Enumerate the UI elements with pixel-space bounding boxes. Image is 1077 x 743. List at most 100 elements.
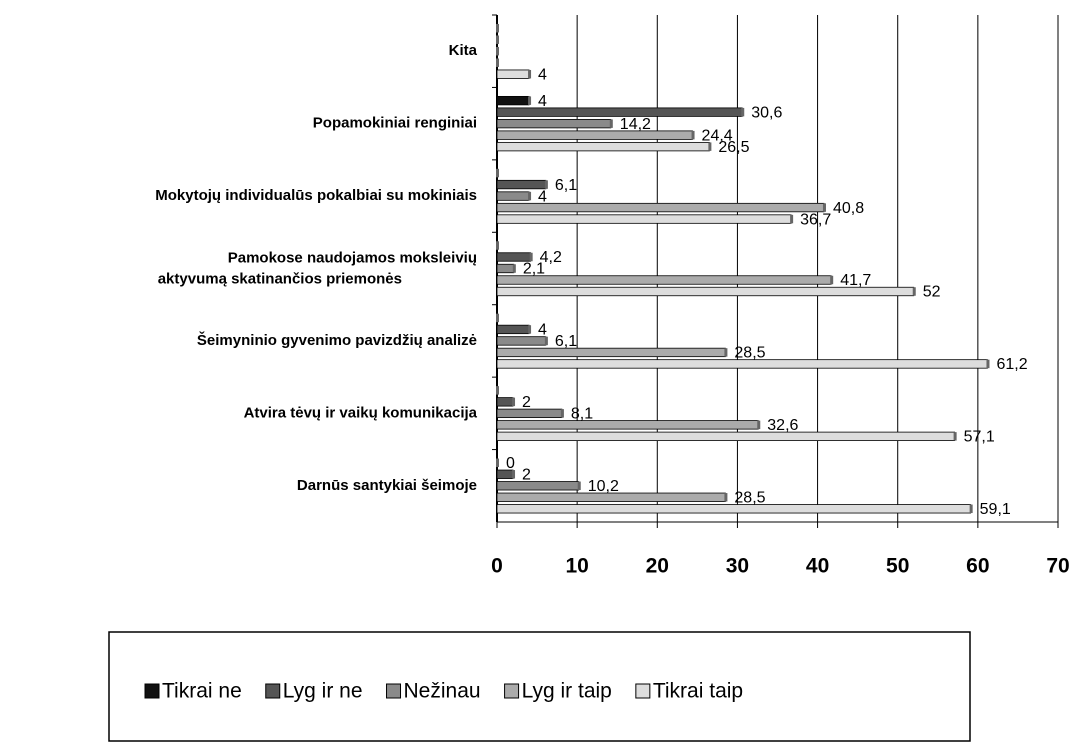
- bar-edge: [496, 313, 499, 323]
- y-tick-label: Šeimyninio gyvenimo pavizdžių analizė: [197, 331, 477, 349]
- value-label: 24,4: [702, 127, 733, 144]
- bar: [496, 130, 693, 140]
- bar-edge: [512, 264, 516, 273]
- value-label: 0: [506, 455, 515, 472]
- bar: [496, 431, 956, 442]
- bar: [496, 336, 547, 346]
- bar: [496, 69, 530, 79]
- x-tick-label: 30: [726, 555, 749, 578]
- bar-edge: [528, 69, 532, 79]
- legend-swatch: [504, 683, 520, 699]
- bar-edge: [496, 35, 499, 44]
- bar-edge: [953, 432, 957, 441]
- bar: [496, 504, 972, 514]
- bar-edge: [496, 458, 499, 468]
- bar-edge: [609, 119, 613, 128]
- bar-edge: [912, 287, 916, 296]
- bar: [496, 347, 726, 358]
- value-label: 14,2: [620, 116, 651, 133]
- bar-edge: [496, 46, 499, 56]
- bar-edge: [528, 191, 532, 201]
- value-label: 40,8: [833, 200, 864, 217]
- bar-edge: [577, 481, 581, 491]
- value-label: 28,5: [734, 345, 765, 362]
- value-label: 30,6: [751, 104, 782, 121]
- value-label: 2,1: [523, 261, 545, 278]
- legend-label: Lyg ir ne: [283, 680, 363, 703]
- value-label: 4: [538, 93, 547, 110]
- legend-swatch: [386, 683, 402, 699]
- value-label: 10,2: [588, 478, 619, 495]
- value-label: 57,1: [964, 429, 995, 446]
- bar-edge: [560, 409, 564, 418]
- legend-label: Tikrai taip: [653, 680, 743, 703]
- bar: [496, 492, 726, 502]
- x-tick-label: 10: [565, 555, 588, 578]
- bar-edge: [496, 58, 499, 67]
- y-tick-label: Kita: [449, 42, 478, 59]
- bar: [496, 263, 515, 274]
- x-tick-label: 40: [806, 555, 829, 578]
- bar: [496, 95, 530, 106]
- bar-edge: [496, 23, 499, 33]
- bar: [496, 191, 530, 201]
- bar: [496, 408, 563, 419]
- bar-edge: [986, 359, 990, 369]
- bar-edge: [496, 241, 499, 250]
- value-label: 28,5: [734, 490, 765, 507]
- value-label: 4: [538, 322, 547, 339]
- value-label: 8,1: [571, 406, 593, 423]
- legend-label: Tikrai ne: [162, 680, 242, 703]
- value-label: 41,7: [840, 272, 871, 289]
- bar-edge: [757, 420, 761, 430]
- value-label: 4: [538, 66, 547, 83]
- value-label: 26,5: [718, 139, 749, 156]
- bar: [496, 141, 710, 152]
- bar-edge: [822, 203, 826, 212]
- bar: [496, 202, 825, 213]
- legend-label: Nežinau: [404, 680, 481, 703]
- bar: [496, 324, 530, 335]
- value-label: 32,6: [767, 417, 798, 434]
- bar: [496, 397, 514, 407]
- y-tick-label: Mokytojų individualūs pokalbiai su mokin…: [155, 187, 477, 204]
- x-tick-label: 0: [491, 555, 503, 578]
- legend-swatch: [265, 683, 281, 699]
- y-tick-label: Pamokose naudojamos moksleivių aktyvumą s…: [158, 249, 477, 287]
- value-label: 59,1: [980, 501, 1011, 518]
- value-label: 36,7: [800, 211, 831, 228]
- x-tick-label: 60: [966, 555, 989, 578]
- y-tick-label: Popamokiniai renginiai: [313, 115, 477, 132]
- bar-edge: [512, 397, 516, 407]
- y-tick-label: Atvira tėvų ir vaikų komunikacija: [244, 404, 478, 421]
- bar-edge: [708, 142, 712, 151]
- bar-edge: [969, 504, 973, 514]
- bar-edge: [528, 96, 532, 105]
- bar-edge: [496, 168, 499, 178]
- value-label: 4,2: [540, 249, 562, 266]
- value-label: 52: [923, 284, 941, 301]
- bar-edge: [830, 275, 834, 285]
- value-label: 61,2: [996, 356, 1027, 373]
- legend-box: [108, 631, 971, 742]
- legend-label: Lyg ir taip: [522, 680, 612, 703]
- bar: [496, 275, 832, 285]
- bar-edge: [512, 470, 516, 479]
- bar-edge: [496, 386, 499, 395]
- bar-edge: [724, 493, 728, 502]
- bar: [496, 118, 612, 129]
- value-label: 4: [538, 188, 547, 205]
- bar-edge: [528, 325, 532, 334]
- y-tick-label: Darnūs santykiai šeimoje: [297, 477, 477, 494]
- bar-edge: [544, 180, 548, 189]
- x-tick-label: 20: [646, 555, 669, 578]
- bar: [496, 214, 792, 224]
- x-tick-label: 50: [886, 555, 909, 578]
- bar-edge: [790, 214, 794, 224]
- value-label: 2: [522, 467, 531, 484]
- value-label: 2: [522, 394, 531, 411]
- bar: [496, 469, 514, 479]
- bar-edge: [544, 336, 548, 346]
- value-label: 6,1: [555, 333, 577, 350]
- plot-area: [497, 15, 1058, 522]
